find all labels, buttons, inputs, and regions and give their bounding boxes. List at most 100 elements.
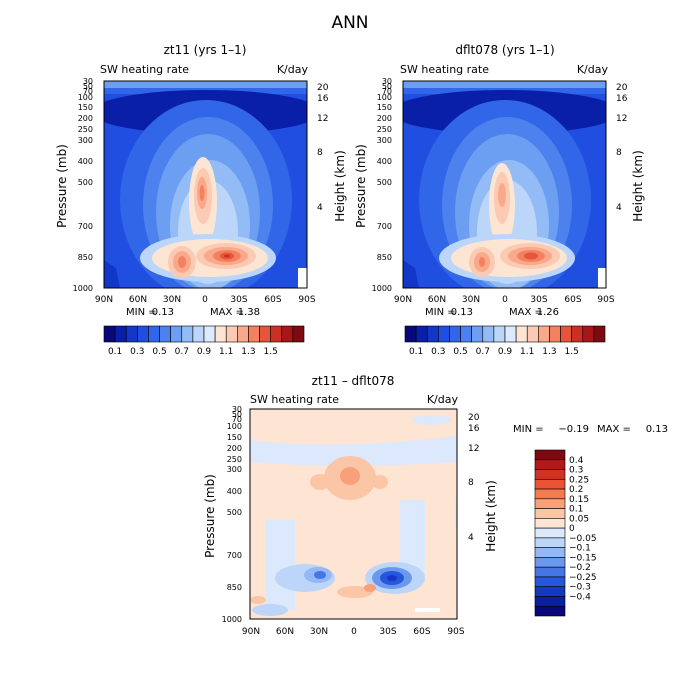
x-tick-label: 30N bbox=[163, 295, 181, 305]
colorbar-label: 0.1 bbox=[409, 347, 423, 357]
min-label: MIN = bbox=[513, 424, 544, 435]
height-tick-label: 16 bbox=[317, 94, 329, 104]
colorbar-label: 0 bbox=[569, 524, 575, 534]
colorbar-swatch bbox=[449, 325, 461, 343]
colorbar-swatch bbox=[137, 325, 149, 343]
min-value: −0.19 bbox=[558, 424, 589, 435]
x-tick-label: 90N bbox=[95, 295, 113, 305]
colorbar-label: 1.5 bbox=[264, 347, 278, 357]
y-ticks-right: 20 16 12 8 4 bbox=[616, 83, 628, 213]
colorbar-swatch bbox=[482, 325, 495, 343]
max-label: MAX = bbox=[597, 424, 631, 435]
colorbar-label: 0.9 bbox=[197, 347, 212, 357]
y-tick-label: 50 bbox=[382, 82, 392, 91]
y-axis-right-title: Height (km) bbox=[333, 150, 347, 221]
x-tick-label: 60S bbox=[564, 295, 581, 305]
colorbar-swatch bbox=[125, 325, 138, 343]
colorbar: 0.1 0.3 0.5 0.7 0.9 1.1 1.3 1.5 bbox=[103, 325, 305, 357]
colorbar-label: 0.1 bbox=[108, 347, 122, 357]
y-tick-label: 250 bbox=[78, 125, 93, 134]
colorbar-label: −0.3 bbox=[569, 583, 591, 593]
colorbar-swatch bbox=[534, 498, 566, 509]
colorbar-swatch bbox=[159, 325, 171, 343]
colorbar-label: 1.1 bbox=[219, 347, 233, 357]
x-tick-label: 60N bbox=[129, 295, 147, 305]
x-tick-label: 0 bbox=[202, 295, 208, 305]
panel-subtitle: SW heating rate bbox=[250, 393, 339, 406]
min-max-stats: MIN = −0.19 MAX = 0.13 bbox=[513, 424, 668, 435]
y-tick-label: 500 bbox=[227, 508, 242, 517]
y-tick-label: 400 bbox=[227, 487, 242, 496]
colorbar: 0.40.30.250.20.150.10.050−0.05−0.1−0.15−… bbox=[534, 449, 597, 617]
height-tick-label: 16 bbox=[616, 94, 628, 104]
colorbar-swatch bbox=[259, 325, 271, 343]
colorbar-swatch bbox=[534, 547, 566, 558]
colorbar: 0.1 0.3 0.5 0.7 0.9 1.1 1.3 1.5 bbox=[404, 325, 606, 357]
colorbar-label: 0.3 bbox=[431, 347, 445, 357]
page-title: ANN bbox=[331, 13, 368, 33]
colorbar-swatch bbox=[460, 325, 472, 343]
contour-field bbox=[250, 409, 457, 619]
height-tick-label: 12 bbox=[468, 444, 479, 454]
max-label: MAX = bbox=[509, 307, 543, 318]
y-tick-label: 200 bbox=[227, 444, 242, 453]
plot-frame bbox=[249, 408, 458, 620]
x-ticks: 90N 60N 30N 0 30S 60S 90S bbox=[95, 295, 316, 305]
colorbar-swatch bbox=[534, 478, 566, 490]
contour-field bbox=[104, 81, 307, 288]
colorbar-swatch bbox=[534, 469, 566, 480]
colorbar-swatch bbox=[438, 325, 450, 343]
colorbar-swatch bbox=[534, 449, 566, 461]
x-tick-label: 90N bbox=[242, 627, 260, 637]
plot-frame bbox=[402, 80, 607, 289]
panel-title: zt11 (yrs 1–1) bbox=[164, 43, 247, 57]
colorbar-swatch bbox=[493, 325, 506, 343]
colorbar-swatch bbox=[103, 325, 116, 343]
panel-title: zt11 – dflt078 bbox=[312, 374, 395, 388]
colorbar-label: 0.9 bbox=[498, 347, 513, 357]
y-tick-label: 400 bbox=[377, 157, 392, 166]
colorbar-label: 0.7 bbox=[476, 347, 490, 357]
colorbar-label: 0.5 bbox=[453, 347, 467, 357]
x-tick-label: 0 bbox=[351, 627, 357, 637]
colorbar-label: 0.5 bbox=[152, 347, 166, 357]
colorbar-label: −0.2 bbox=[569, 563, 591, 573]
colorbar-swatch bbox=[203, 325, 216, 343]
panel-zt11: zt11 (yrs 1–1) SW heating rate K/day bbox=[55, 43, 347, 357]
y-tick-label: 200 bbox=[377, 114, 392, 123]
x-tick-label: 60N bbox=[276, 627, 294, 637]
x-tick-label: 90S bbox=[597, 295, 614, 305]
colorbar-swatch bbox=[170, 325, 183, 343]
y-tick-label: 30 bbox=[232, 405, 242, 414]
min-value: 0.13 bbox=[451, 307, 473, 318]
y-tick-label: 150 bbox=[377, 103, 392, 112]
colorbar-swatch bbox=[534, 537, 566, 548]
colorbar-swatch bbox=[181, 325, 194, 343]
colorbar-swatch bbox=[237, 325, 249, 343]
y-ticks-left: 30 50 70 100 150 200 250 300 400 500 700… bbox=[372, 77, 392, 293]
colorbar-swatch bbox=[534, 518, 566, 529]
colorbar-label: 0.25 bbox=[569, 475, 589, 485]
panel-title: dflt078 (yrs 1–1) bbox=[455, 43, 554, 57]
x-tick-label: 90S bbox=[298, 295, 315, 305]
colorbar-swatch bbox=[571, 325, 584, 343]
panel-dflt078: dflt078 (yrs 1–1) SW heating rate K/day bbox=[354, 43, 645, 357]
height-tick-label: 20 bbox=[616, 83, 628, 93]
min-label: MIN = bbox=[126, 307, 157, 318]
colorbar-label: −0.15 bbox=[569, 553, 597, 563]
colorbar-label: −0.05 bbox=[569, 534, 597, 544]
colorbar-swatch bbox=[526, 325, 539, 343]
colorbar-label: 0.4 bbox=[569, 456, 584, 466]
colorbar-swatch bbox=[534, 566, 566, 578]
y-tick-label: 250 bbox=[377, 125, 392, 134]
colorbar-swatch bbox=[192, 325, 205, 343]
y-tick-label: 300 bbox=[78, 136, 93, 145]
colorbar-swatch bbox=[534, 488, 566, 500]
colorbar-swatch bbox=[549, 325, 561, 343]
y-tick-label: 500 bbox=[78, 178, 93, 187]
y-axis-title: Pressure (mb) bbox=[203, 474, 217, 558]
y-tick-label: 1000 bbox=[372, 284, 392, 293]
colorbar-swatch bbox=[534, 586, 566, 597]
panel-difference: zt11 – dflt078 SW heating rate K/day bbox=[203, 374, 668, 637]
